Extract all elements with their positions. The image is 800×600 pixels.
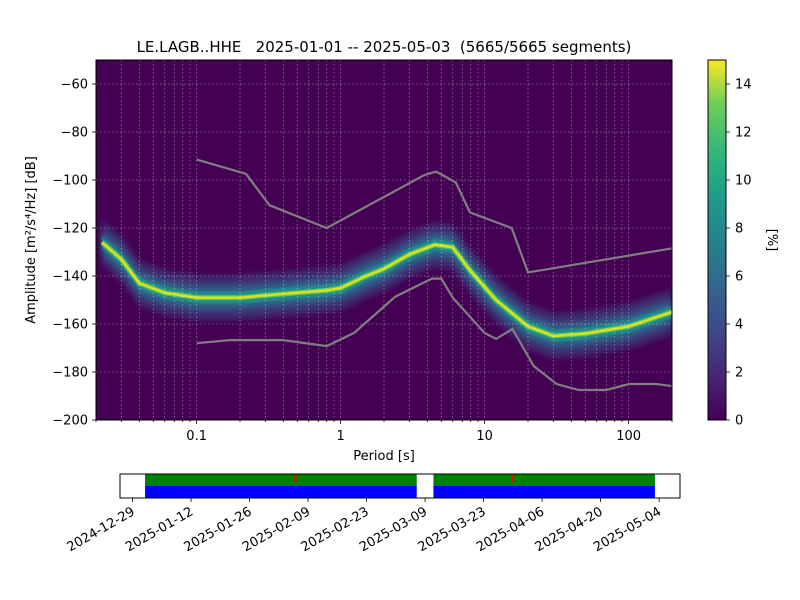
available-segment xyxy=(145,486,417,498)
y-tick-label: −180 xyxy=(52,366,88,381)
colorbar-tick-label: 12 xyxy=(735,126,752,141)
y-tick-label: −200 xyxy=(52,414,88,429)
x-tick-label: 10 xyxy=(476,429,493,444)
colorbar-tick-label: 8 xyxy=(735,222,743,237)
gap-marker xyxy=(511,474,514,482)
x-tick-label: 100 xyxy=(616,429,641,444)
noise-model-nlnm xyxy=(196,277,672,392)
coverage-timeline: 2024-12-292025-01-122025-01-262025-02-09… xyxy=(65,473,681,555)
y-tick-label: −120 xyxy=(52,222,88,237)
colorbar: 0 2 4 6 8 10 12 14 [%] xyxy=(707,59,779,429)
y-tick-label: −100 xyxy=(52,174,88,189)
noise-models xyxy=(196,158,672,392)
density-mid xyxy=(102,236,672,342)
probability-density xyxy=(100,220,672,358)
plot-background xyxy=(96,60,672,420)
chart-title: LE.LAGB..HHE 2025-01-01 -- 2025-05-03 (5… xyxy=(137,38,632,56)
colorbar-tick-label: 6 xyxy=(735,270,743,285)
x-axis: 0.1 1 10 100 xyxy=(95,420,673,444)
noise-model-nhnm xyxy=(196,158,672,274)
colorbar-gradient xyxy=(707,59,727,421)
density-peak xyxy=(101,241,672,338)
x-tick-label: 1 xyxy=(337,429,345,444)
processed-segment xyxy=(433,474,655,486)
x-axis-label: Period [s] xyxy=(353,449,415,464)
colorbar-tick-label: 0 xyxy=(735,414,743,429)
colorbar-ticks: 0 2 4 6 8 10 12 14 xyxy=(726,78,752,429)
y-tick-label: −60 xyxy=(61,78,88,93)
available-segment xyxy=(433,486,655,498)
gap-marker xyxy=(294,474,297,482)
timeline-frame xyxy=(119,473,681,499)
colorbar-tick-label: 4 xyxy=(735,318,743,333)
y-tick-label: −140 xyxy=(52,270,88,285)
density-outer xyxy=(102,230,672,348)
x-tick-label: 0.1 xyxy=(186,429,207,444)
y-axis-label: Amplitude [m²/s⁴/Hz] [dB] xyxy=(24,156,39,324)
colorbar-label: [%] xyxy=(764,229,779,252)
ppsd-plot: 0.1 1 10 100 −200 −180 −160 −140 −120 −100 −80 −60… xyxy=(24,59,673,464)
colorbar-tick-label: 10 xyxy=(735,174,752,189)
colorbar-tick-label: 14 xyxy=(735,78,752,93)
timeline-ticks: 2024-12-292025-01-122025-01-262025-02-09… xyxy=(65,498,664,555)
timeline-segments xyxy=(145,474,655,498)
y-tick-label: −80 xyxy=(61,126,88,141)
y-tick-label: −160 xyxy=(52,318,88,333)
colorbar-tick-label: 2 xyxy=(735,366,743,381)
y-axis: −200 −180 −160 −140 −120 −100 −80 −60 xyxy=(52,78,96,429)
processed-segment xyxy=(145,474,417,486)
grid xyxy=(95,60,673,421)
